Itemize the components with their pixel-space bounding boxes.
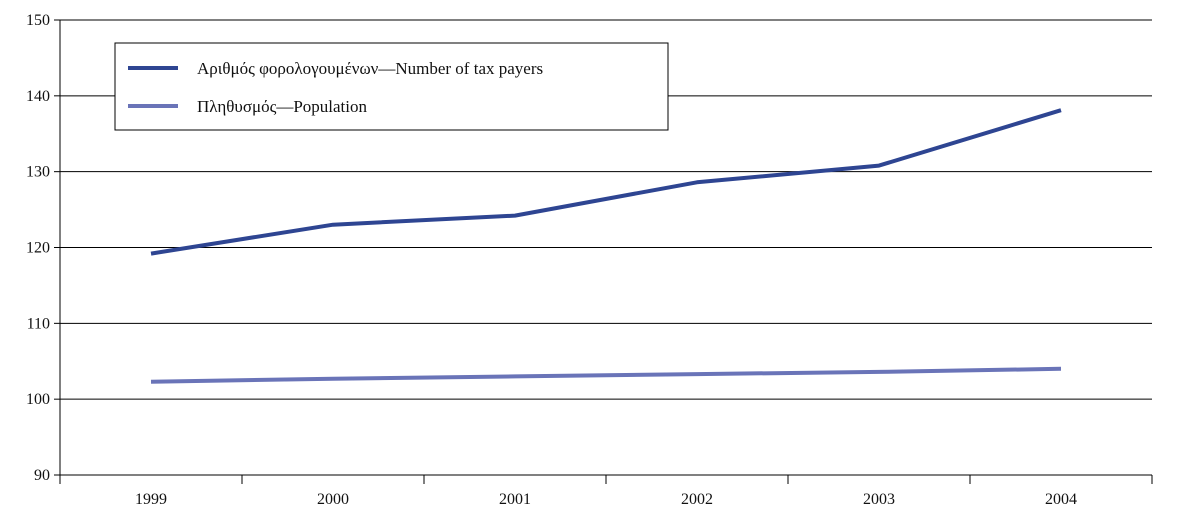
y-tick-label: 110 [27,315,50,332]
legend: Αριθμός φορολογουμένων—Number of tax pay… [114,42,669,131]
y-tick-label: 150 [26,12,50,29]
y-tick-labels: 90 100 110 120 130 140 150 [26,12,50,484]
x-tick-labels: 1999 2000 2001 2002 2003 2004 [135,491,1077,508]
y-tick-label: 120 [26,240,50,257]
legend-label-tax-payers: Αριθμός φορολογουμένων—Number of tax pay… [197,59,543,78]
x-tick-label: 2001 [499,491,531,508]
x-tick-label: 2000 [317,491,349,508]
x-tick-label: 1999 [135,491,167,508]
series-line-0 [150,108,1062,256]
series-line-1 [150,366,1062,384]
y-tick-label: 90 [34,467,50,484]
legend-box [114,42,669,131]
series-lines [150,108,1062,384]
x-tick-label: 2003 [863,491,895,508]
y-tick-label: 140 [26,88,50,105]
y-tick-label: 130 [26,164,50,181]
x-tick-label: 2004 [1045,491,1077,508]
y-tick-label: 100 [26,391,50,408]
x-tick-label: 2002 [681,491,713,508]
legend-label-population: Πληθυσμός—Population [197,97,368,116]
axes [54,19,1153,484]
